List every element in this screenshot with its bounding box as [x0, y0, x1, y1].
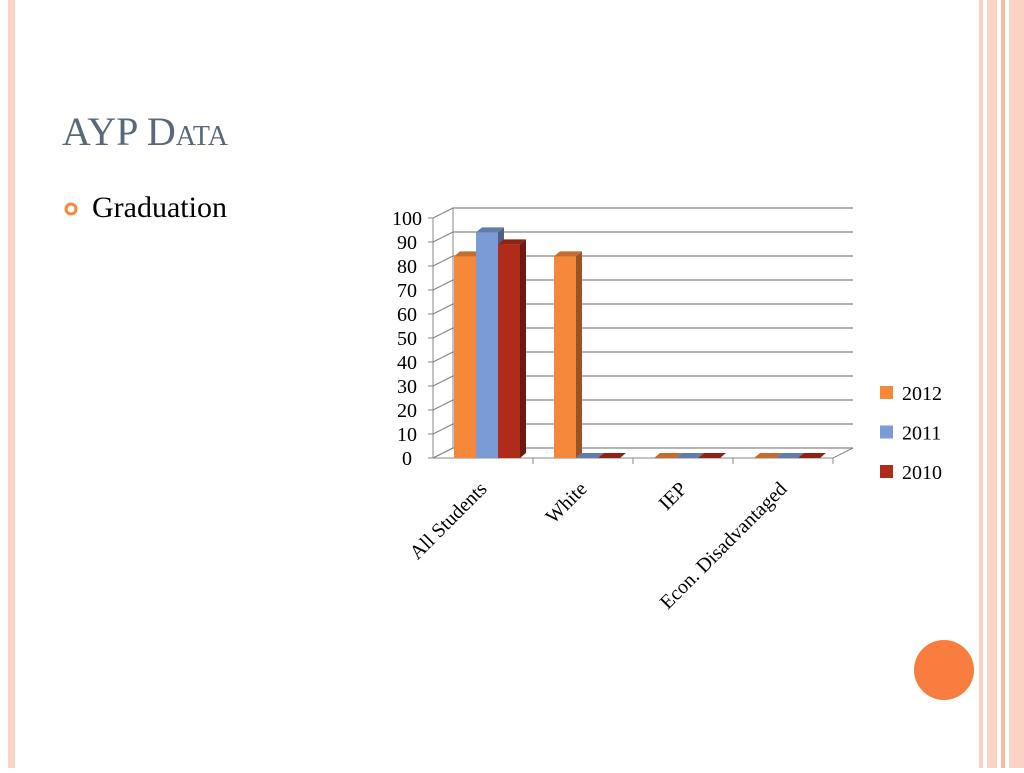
legend-label: 2012: [902, 383, 942, 405]
y-tick-label: 0: [402, 448, 412, 470]
y-tick-label: 60: [397, 304, 417, 326]
bar-top: [798, 453, 826, 458]
y-tick-label: 90: [397, 232, 417, 254]
y-tick-label: 100: [392, 208, 422, 230]
decor-circle: [914, 640, 974, 700]
bullet-text: Graduation: [92, 191, 227, 224]
bar-top: [476, 227, 504, 233]
bar: [498, 244, 520, 458]
legend-label: 2011: [902, 423, 941, 445]
bar-top: [698, 453, 726, 458]
legend-swatch: [880, 386, 893, 399]
bar-top: [576, 453, 604, 458]
y-tick-label: 50: [397, 328, 417, 350]
bar-top: [554, 251, 582, 257]
bar-top: [676, 453, 704, 458]
bar-top: [754, 453, 782, 458]
right-stripe: [987, 0, 997, 768]
legend-swatch: [880, 465, 893, 478]
bar-top: [598, 453, 626, 458]
bar-top: [776, 453, 804, 458]
bar-top: [498, 239, 526, 245]
bar: [554, 256, 576, 458]
y-tick-label: 30: [397, 376, 417, 398]
y-tick-label: 40: [397, 352, 417, 374]
y-tick-label: 20: [397, 400, 417, 422]
bar-top: [454, 251, 482, 257]
bullet-icon: [64, 202, 78, 216]
right-stripe: [1001, 0, 1005, 768]
y-tick-label: 80: [397, 256, 417, 278]
bar-side: [576, 251, 582, 458]
bar: [476, 232, 498, 458]
legend-swatch: [880, 425, 893, 439]
left-stripe: [8, 0, 15, 768]
bar: [454, 256, 476, 458]
slide-title: AYP Data: [62, 109, 229, 154]
bar-side: [520, 239, 526, 458]
legend-label: 2010: [902, 462, 942, 484]
bar-top: [654, 453, 682, 458]
right-stripe: [1009, 0, 1024, 768]
right-stripe: [979, 0, 983, 768]
y-tick-label: 10: [397, 424, 417, 446]
y-tick-label: 70: [397, 280, 417, 302]
